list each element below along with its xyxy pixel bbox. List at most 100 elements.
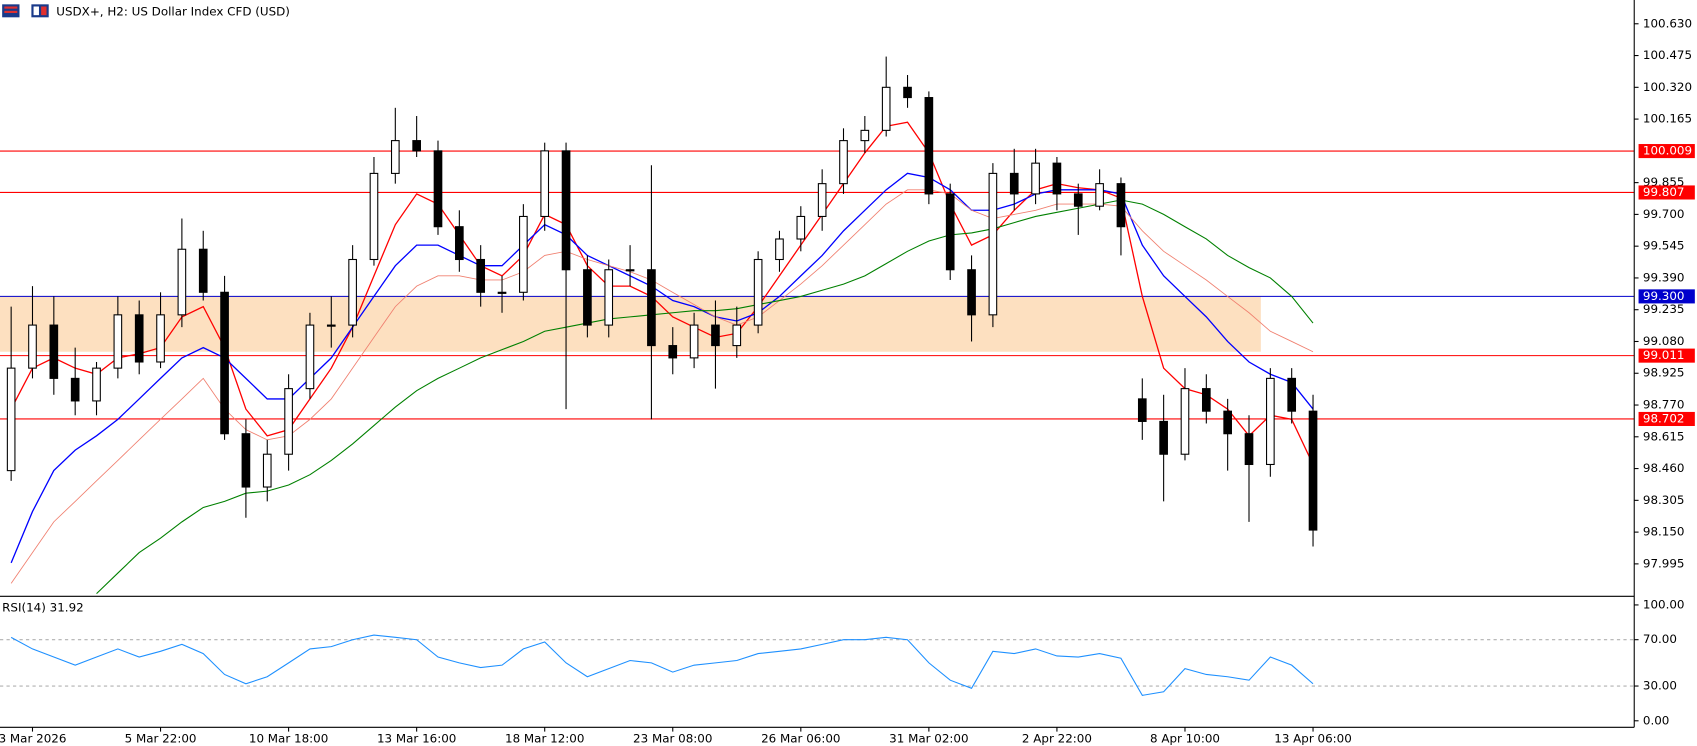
candle-body bbox=[1009, 172, 1019, 195]
candle-body bbox=[625, 269, 635, 272]
x-tick-label: 26 Mar 06:00 bbox=[761, 732, 840, 746]
rsi-tick-label: 0.00 bbox=[1643, 713, 1669, 727]
candle-body bbox=[156, 314, 165, 363]
y-tick-label: 98.305 bbox=[1643, 493, 1685, 507]
candle-body bbox=[134, 314, 144, 363]
candle-body bbox=[177, 248, 187, 316]
candle-body bbox=[839, 140, 848, 185]
x-tick-label: 2 Apr 22:00 bbox=[1022, 732, 1092, 746]
x-tick-label: 18 Mar 12:00 bbox=[505, 732, 584, 746]
candle-body bbox=[390, 140, 400, 174]
x-tick-label: 31 Mar 02:00 bbox=[889, 732, 968, 746]
candle-body bbox=[1308, 410, 1318, 531]
candle-body bbox=[476, 258, 486, 293]
candle-body bbox=[860, 129, 870, 142]
candle-body bbox=[604, 269, 614, 326]
level-label: 100.009 bbox=[1643, 144, 1692, 158]
x-tick-label: 23 Mar 08:00 bbox=[633, 732, 712, 746]
rsi-label: RSI(14) 31.92 bbox=[2, 601, 84, 615]
candle-body bbox=[924, 97, 934, 195]
y-tick-label: 97.995 bbox=[1643, 556, 1685, 570]
candle-body bbox=[92, 367, 101, 402]
candle-body bbox=[262, 453, 272, 488]
candle-body bbox=[796, 215, 806, 240]
x-tick-label: 8 Apr 10:00 bbox=[1150, 732, 1220, 746]
candle-body bbox=[817, 183, 827, 217]
candle-body bbox=[753, 258, 763, 326]
candle-body bbox=[1073, 193, 1083, 207]
candle-body bbox=[689, 324, 699, 359]
level-tag: 99.807 bbox=[1638, 185, 1695, 200]
support-zone bbox=[0, 296, 1261, 352]
level-label: 99.011 bbox=[1643, 348, 1685, 362]
y-tick-label: 99.235 bbox=[1643, 302, 1685, 316]
candle-body bbox=[1031, 162, 1040, 195]
candle-body bbox=[241, 433, 251, 488]
level-tag: 100.009 bbox=[1638, 144, 1695, 159]
candle-body bbox=[1201, 388, 1211, 412]
y-tick-label: 98.460 bbox=[1643, 461, 1685, 475]
candle-body bbox=[647, 269, 656, 347]
level-tag-box bbox=[1638, 348, 1695, 363]
header-icons bbox=[2, 4, 49, 18]
candle-body bbox=[497, 291, 507, 294]
candle-body bbox=[540, 150, 550, 217]
candle-body bbox=[1116, 183, 1126, 228]
x-tick-label: 3 Mar 2026 bbox=[0, 732, 66, 746]
x-tick-label: 13 Mar 16:00 bbox=[377, 732, 456, 746]
candle-body bbox=[412, 140, 421, 152]
candle-body bbox=[519, 215, 528, 293]
level-tag-box bbox=[1638, 411, 1695, 426]
candle-body bbox=[6, 367, 16, 472]
candle-body bbox=[433, 150, 443, 228]
candle-body bbox=[1137, 398, 1147, 422]
y-tick-label: 98.150 bbox=[1643, 525, 1685, 539]
level-tag-box bbox=[1638, 144, 1695, 159]
y-tick-label: 98.615 bbox=[1643, 429, 1685, 443]
candle-body bbox=[220, 291, 229, 435]
moving-average bbox=[96, 199, 1314, 595]
candle-body bbox=[881, 86, 891, 131]
candle-body bbox=[1287, 377, 1297, 412]
chart-title: USDX+, H2: US Dollar Index CFD (USD) bbox=[56, 4, 290, 18]
candle-body bbox=[49, 324, 59, 379]
level-tag: 99.300 bbox=[1638, 289, 1695, 304]
candle-body bbox=[561, 150, 571, 271]
candle-body bbox=[903, 86, 912, 99]
level-tag-box bbox=[1638, 289, 1695, 304]
x-tick-label: 13 Apr 06:00 bbox=[1274, 732, 1352, 746]
rsi-tick-label: 30.00 bbox=[1643, 679, 1677, 693]
candle-body bbox=[70, 377, 80, 402]
candle-body bbox=[348, 258, 357, 326]
candle-body bbox=[1052, 162, 1062, 195]
y-tick-label: 100.475 bbox=[1643, 48, 1692, 62]
x-tick-label: 5 Mar 22:00 bbox=[125, 732, 197, 746]
level-label: 99.300 bbox=[1643, 289, 1685, 303]
candle-body bbox=[326, 324, 336, 327]
level-label: 99.807 bbox=[1643, 185, 1685, 199]
candle-body bbox=[369, 172, 379, 261]
level-tag: 99.011 bbox=[1638, 348, 1695, 363]
candle-body bbox=[775, 238, 784, 261]
candle-body bbox=[1266, 377, 1275, 466]
candle-body bbox=[113, 314, 123, 369]
y-tick-label: 98.925 bbox=[1643, 366, 1685, 380]
candle-body bbox=[1095, 183, 1104, 207]
candle-body bbox=[305, 324, 315, 390]
candle-body bbox=[711, 324, 720, 347]
candle-body bbox=[732, 324, 742, 347]
y-tick-label: 99.700 bbox=[1643, 207, 1685, 221]
y-tick-label: 99.545 bbox=[1643, 239, 1685, 253]
candle-body bbox=[1180, 388, 1190, 455]
level-tag-box bbox=[1638, 185, 1695, 200]
y-tick-label: 98.770 bbox=[1643, 398, 1685, 412]
candle-body bbox=[198, 248, 208, 293]
y-tick-label: 99.390 bbox=[1643, 270, 1685, 284]
candle-body bbox=[967, 269, 976, 316]
rsi-tick-label: 100.00 bbox=[1643, 597, 1685, 611]
rsi-line bbox=[10, 634, 1314, 696]
candle-body bbox=[1223, 410, 1232, 435]
y-tick-label: 100.165 bbox=[1643, 112, 1692, 126]
candle-body bbox=[583, 269, 592, 326]
